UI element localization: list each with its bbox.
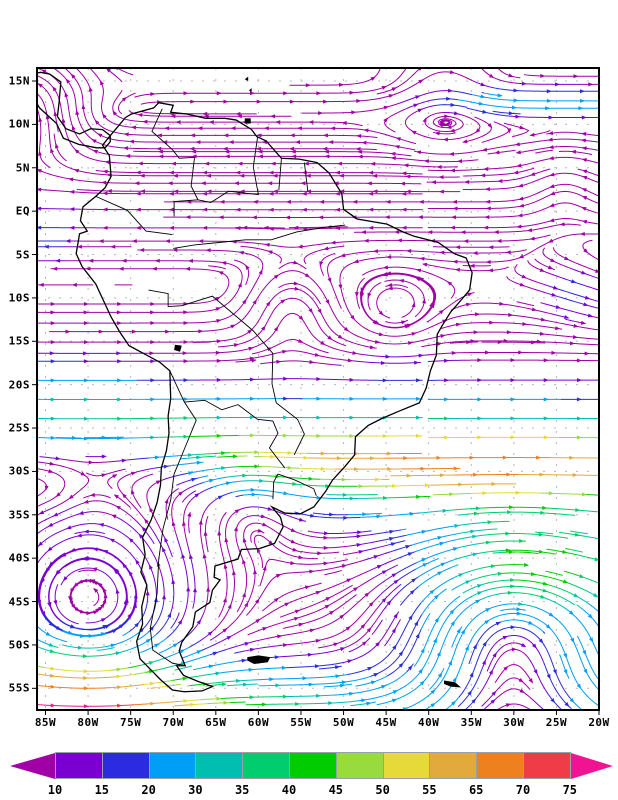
lat-tick-label: 5N: [15, 161, 30, 175]
lon-tick-label: 25W: [545, 716, 568, 729]
lat-tick-label: 5S: [15, 248, 30, 262]
lon-tick-label: 50W: [332, 716, 355, 729]
colorbar-cell: [101, 752, 150, 779]
lon-tick-label: 70W: [162, 716, 184, 729]
colorbar-cell: [289, 752, 337, 779]
lat-tick-label: 20S: [8, 378, 30, 392]
lat-tick-label: 15S: [8, 334, 30, 348]
lat-tick-label: EQ: [15, 204, 30, 218]
lon-tick-label: 65W: [205, 716, 227, 729]
colorbar-value-label: 20: [141, 783, 156, 797]
lon-tick-label: 85W: [34, 716, 57, 729]
colorbar-cell: [195, 752, 244, 779]
lat-tick-label: 25S: [8, 421, 30, 435]
colorbar-value-label: 15: [94, 783, 110, 797]
colorbar-value-label: 75: [562, 783, 578, 797]
lon-tick-label: 45W: [375, 716, 397, 729]
lat-tick-label: 15N: [8, 74, 30, 88]
colorbar-value-label: 30: [188, 783, 203, 797]
lon-tick-label: 80W: [77, 716, 99, 729]
lat-tick-label: 55S: [8, 681, 30, 695]
colorbar-value-label: 50: [375, 783, 390, 797]
lon-tick-label: 30W: [503, 716, 525, 729]
colorbar-cell: [476, 752, 524, 779]
lat-tick-label: 10N: [8, 117, 30, 131]
lon-tick-label: 20W: [588, 716, 610, 729]
lat-tick-label: 50S: [8, 638, 30, 652]
colorbar-right-arrow: [570, 753, 613, 779]
colorbar-cell: [523, 752, 571, 779]
colorbar-cell: [148, 752, 197, 779]
lat-tick-label: 35S: [8, 508, 30, 522]
colorbar-value-label: 10: [47, 783, 63, 797]
colorbar-cell: [242, 752, 290, 779]
lat-tick-label: 45S: [8, 595, 30, 609]
lon-tick-label: 40W: [418, 716, 440, 729]
colorbar-value-label: 65: [468, 783, 484, 797]
colorbar-value-label: 35: [234, 783, 250, 797]
colorbar-value-label: 55: [422, 783, 437, 797]
lat-tick-label: 30S: [8, 464, 30, 478]
colorbar-cell: [335, 752, 384, 779]
colorbar-value-label: 40: [281, 783, 297, 797]
colorbar-cell: [382, 752, 431, 779]
colorbar-left-arrow: [10, 753, 55, 779]
lat-tick-label: 10S: [8, 291, 30, 305]
colorbar-cell: [55, 752, 103, 779]
colorbar-value-label: 70: [515, 783, 531, 797]
lat-tick-label: 40S: [8, 551, 30, 565]
colorbar-cell: [429, 752, 478, 779]
lon-tick-label: 75W: [119, 716, 142, 729]
lon-tick-label: 55W: [290, 716, 312, 729]
colorbar-value-label: 45: [328, 783, 344, 797]
lon-tick-label: 35W: [460, 716, 482, 729]
lon-tick-label: 60W: [247, 716, 270, 729]
